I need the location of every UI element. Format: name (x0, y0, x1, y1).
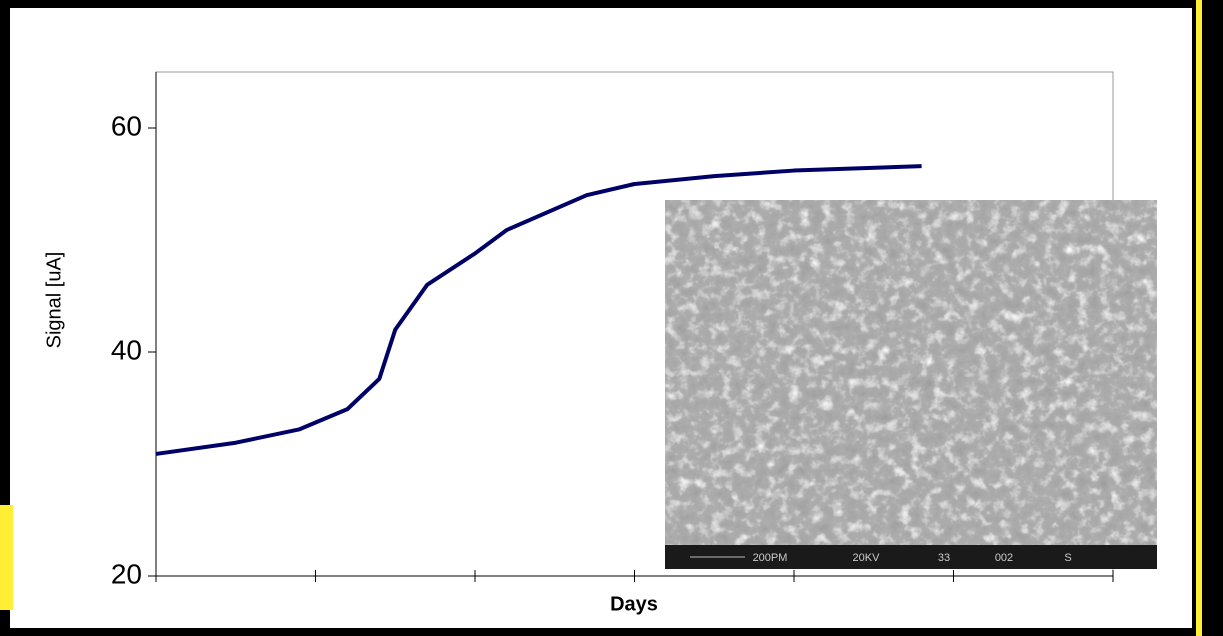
y-axis-label: Signal [uA] (43, 252, 65, 349)
chart: Signal [uA] Days 20 40 60 200PM 20KV 33 002 S (0, 0, 1223, 636)
inset-caption: 002 (995, 552, 1013, 564)
inset-caption: S (1064, 552, 1071, 564)
x-axis-label: Days (610, 593, 658, 615)
sem-image (665, 200, 1157, 545)
y-tick-label: 20 (111, 558, 142, 589)
y-tick-label: 60 (111, 110, 142, 141)
yellow-border (1196, 0, 1202, 636)
inset-image (665, 200, 1157, 569)
page: Signal [uA] Days 20 40 60 200PM 20KV 33 002 S (0, 0, 1223, 636)
yellow-strip (0, 505, 13, 610)
y-tick-label: 40 (111, 334, 142, 365)
inset-caption: 33 (938, 552, 950, 564)
inset-caption: 200PM (753, 552, 788, 564)
inset-caption: 20KV (853, 552, 881, 564)
